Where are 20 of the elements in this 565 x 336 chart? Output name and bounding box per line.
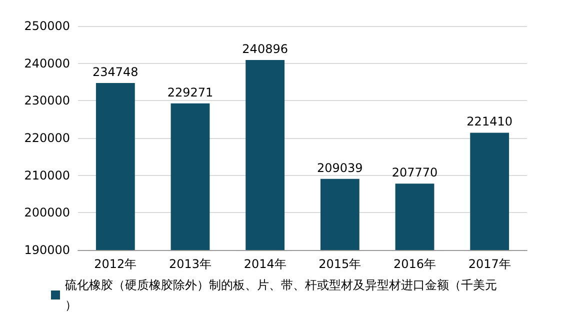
- y-tick-label: 210000: [24, 168, 70, 182]
- data-label: 229271: [167, 85, 214, 100]
- data-label: 221410: [466, 114, 512, 129]
- x-tick-label: 2016年: [393, 257, 436, 271]
- x-tick-label: 2015年: [318, 257, 362, 271]
- y-tick-label: 220000: [24, 131, 70, 145]
- x-tick-label: 2012年: [94, 257, 137, 271]
- y-tick-label: 250000: [24, 19, 70, 33]
- data-label: 207770: [392, 166, 438, 180]
- data-label: 234748: [92, 64, 138, 79]
- y-tick-label: 190000: [24, 243, 70, 257]
- y-tick-label: 200000: [24, 206, 70, 220]
- data-label: 240896: [242, 42, 288, 56]
- legend-label: 硫化橡胶（硬质橡胶除外）制的板、片、带、杆或型材及异型材进口金额（千美元）: [65, 278, 497, 312]
- y-tick-label: 230000: [24, 94, 70, 108]
- y-tick-label: 240000: [24, 56, 70, 70]
- x-tick-label: 2013年: [168, 257, 212, 271]
- x-tick-label: 2017年: [468, 257, 511, 271]
- x-tick-label: 2014年: [244, 257, 286, 271]
- data-label: 209039: [317, 160, 363, 175]
